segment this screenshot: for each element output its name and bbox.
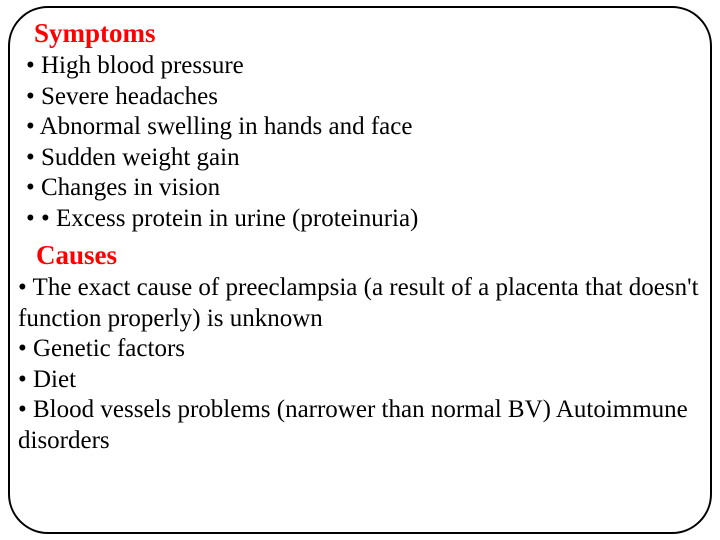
cause-item: • Diet xyxy=(18,365,706,396)
symptom-item: • Changes in vision xyxy=(26,173,706,204)
cause-item: • The exact cause of preeclampsia (a res… xyxy=(18,273,706,334)
symptom-item: • Abnormal swelling in hands and face xyxy=(26,112,706,143)
symptoms-heading: Symptoms xyxy=(34,18,706,49)
symptom-item: • Sudden weight gain xyxy=(26,143,706,174)
slide-frame: Symptoms • High blood pressure • Severe … xyxy=(8,6,712,534)
cause-item: • Genetic factors xyxy=(18,334,706,365)
symptom-item: • • Excess protein in urine (proteinuria… xyxy=(26,204,706,235)
causes-heading: Causes xyxy=(36,240,706,271)
symptom-item: • High blood pressure xyxy=(26,51,706,82)
symptom-item: • Severe headaches xyxy=(26,82,706,113)
cause-item: • Blood vessels problems (narrower than … xyxy=(18,395,706,456)
